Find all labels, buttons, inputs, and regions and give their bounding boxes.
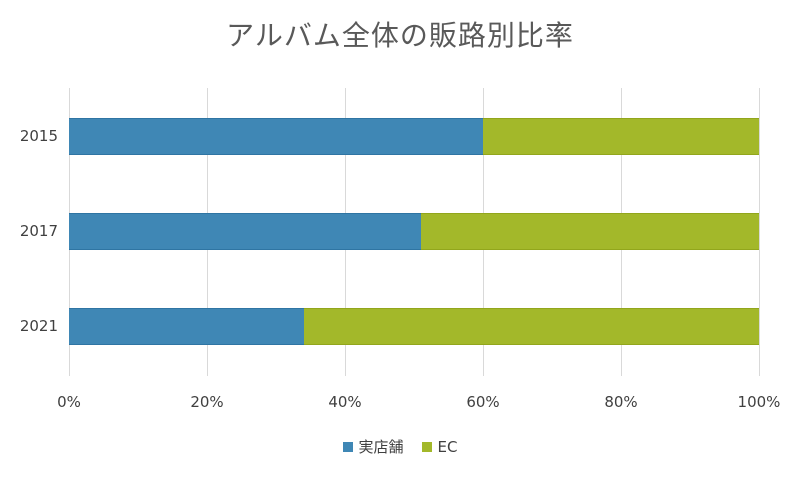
gridline-100 <box>759 88 760 376</box>
bar-ec-2017 <box>420 213 759 250</box>
legend-label-store: 実店舗 <box>358 438 404 456</box>
bar-store-2017 <box>69 213 421 250</box>
plot-area <box>69 88 760 376</box>
chart-title: アルバム全体の販路別比率 <box>226 19 574 52</box>
x-tick-0: 0% <box>57 393 81 411</box>
x-tick-80: 80% <box>604 393 638 411</box>
bar-ec-2021 <box>303 308 759 345</box>
category-label-2017: 2017 <box>19 222 58 240</box>
legend-swatch-store <box>342 441 353 452</box>
legend: 実店舗 EC <box>0 436 800 457</box>
legend-swatch-ec <box>421 441 432 452</box>
bar-row-2017 <box>69 213 759 250</box>
bar-store-2021 <box>69 308 304 345</box>
legend-item-ec: EC <box>421 437 458 456</box>
legend-item-store: 実店舗 <box>342 436 404 457</box>
x-tick-100: 100% <box>737 393 781 411</box>
category-label-2015: 2015 <box>19 127 58 145</box>
x-tick-40: 40% <box>328 393 362 411</box>
bar-ec-2015 <box>483 118 759 155</box>
bar-row-2021 <box>69 308 759 345</box>
x-tick-20: 20% <box>190 393 224 411</box>
bar-row-2015 <box>69 118 759 155</box>
legend-label-ec: EC <box>437 437 458 456</box>
bar-store-2015 <box>69 118 483 155</box>
category-label-2021: 2021 <box>19 317 58 335</box>
x-tick-60: 60% <box>466 393 500 411</box>
